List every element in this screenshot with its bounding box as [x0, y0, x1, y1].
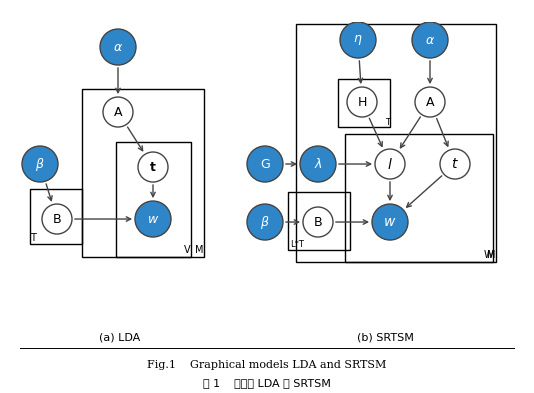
Text: $\eta$: $\eta$ — [354, 33, 363, 47]
Text: $\lambda$: $\lambda$ — [313, 157, 323, 171]
Circle shape — [300, 146, 336, 182]
Text: H: H — [357, 95, 367, 108]
Text: (a) LDA: (a) LDA — [99, 332, 140, 342]
Text: $\beta$: $\beta$ — [35, 156, 45, 173]
Text: L*T: L*T — [290, 240, 304, 249]
Text: $\beta$: $\beta$ — [260, 213, 270, 231]
Circle shape — [22, 146, 58, 182]
Text: $w$: $w$ — [147, 213, 159, 226]
Text: 图 1    图模型 LDA 与 SRTSM: 图 1 图模型 LDA 与 SRTSM — [203, 378, 331, 388]
Text: T: T — [385, 118, 390, 127]
Circle shape — [347, 87, 377, 117]
Text: B: B — [53, 213, 61, 226]
Bar — [30, 189, 82, 244]
Text: B: B — [313, 215, 323, 228]
Text: (b) SRTSM: (b) SRTSM — [357, 332, 413, 342]
Text: A: A — [426, 95, 434, 108]
Circle shape — [440, 149, 470, 179]
Bar — [296, 24, 496, 262]
Text: W: W — [483, 250, 493, 260]
Text: Fig.1    Graphical models LDA and SRTSM: Fig.1 Graphical models LDA and SRTSM — [147, 360, 387, 370]
Circle shape — [42, 204, 72, 234]
Text: G: G — [260, 158, 270, 171]
Bar — [288, 192, 350, 250]
Circle shape — [303, 207, 333, 237]
Text: $\alpha$: $\alpha$ — [113, 40, 123, 53]
Circle shape — [375, 149, 405, 179]
Text: $\mathbf{t}$: $\mathbf{t}$ — [149, 160, 157, 174]
Bar — [345, 134, 493, 262]
Text: V: V — [184, 245, 191, 255]
Circle shape — [415, 87, 445, 117]
Text: $t$: $t$ — [451, 157, 459, 171]
Circle shape — [340, 22, 376, 58]
Circle shape — [372, 204, 408, 240]
Bar — [82, 89, 204, 257]
Text: $\alpha$: $\alpha$ — [425, 33, 435, 46]
Text: $l$: $l$ — [387, 156, 393, 171]
Text: T: T — [30, 233, 36, 243]
Circle shape — [247, 146, 283, 182]
Text: M: M — [195, 245, 204, 255]
Circle shape — [100, 29, 136, 65]
Circle shape — [135, 201, 171, 237]
Circle shape — [412, 22, 448, 58]
Bar — [338, 79, 390, 127]
Text: A: A — [114, 106, 122, 119]
Circle shape — [247, 204, 283, 240]
Bar — [116, 142, 191, 257]
Text: $w$: $w$ — [383, 215, 397, 229]
Text: M: M — [488, 250, 496, 260]
Circle shape — [138, 152, 168, 182]
Circle shape — [103, 97, 133, 127]
